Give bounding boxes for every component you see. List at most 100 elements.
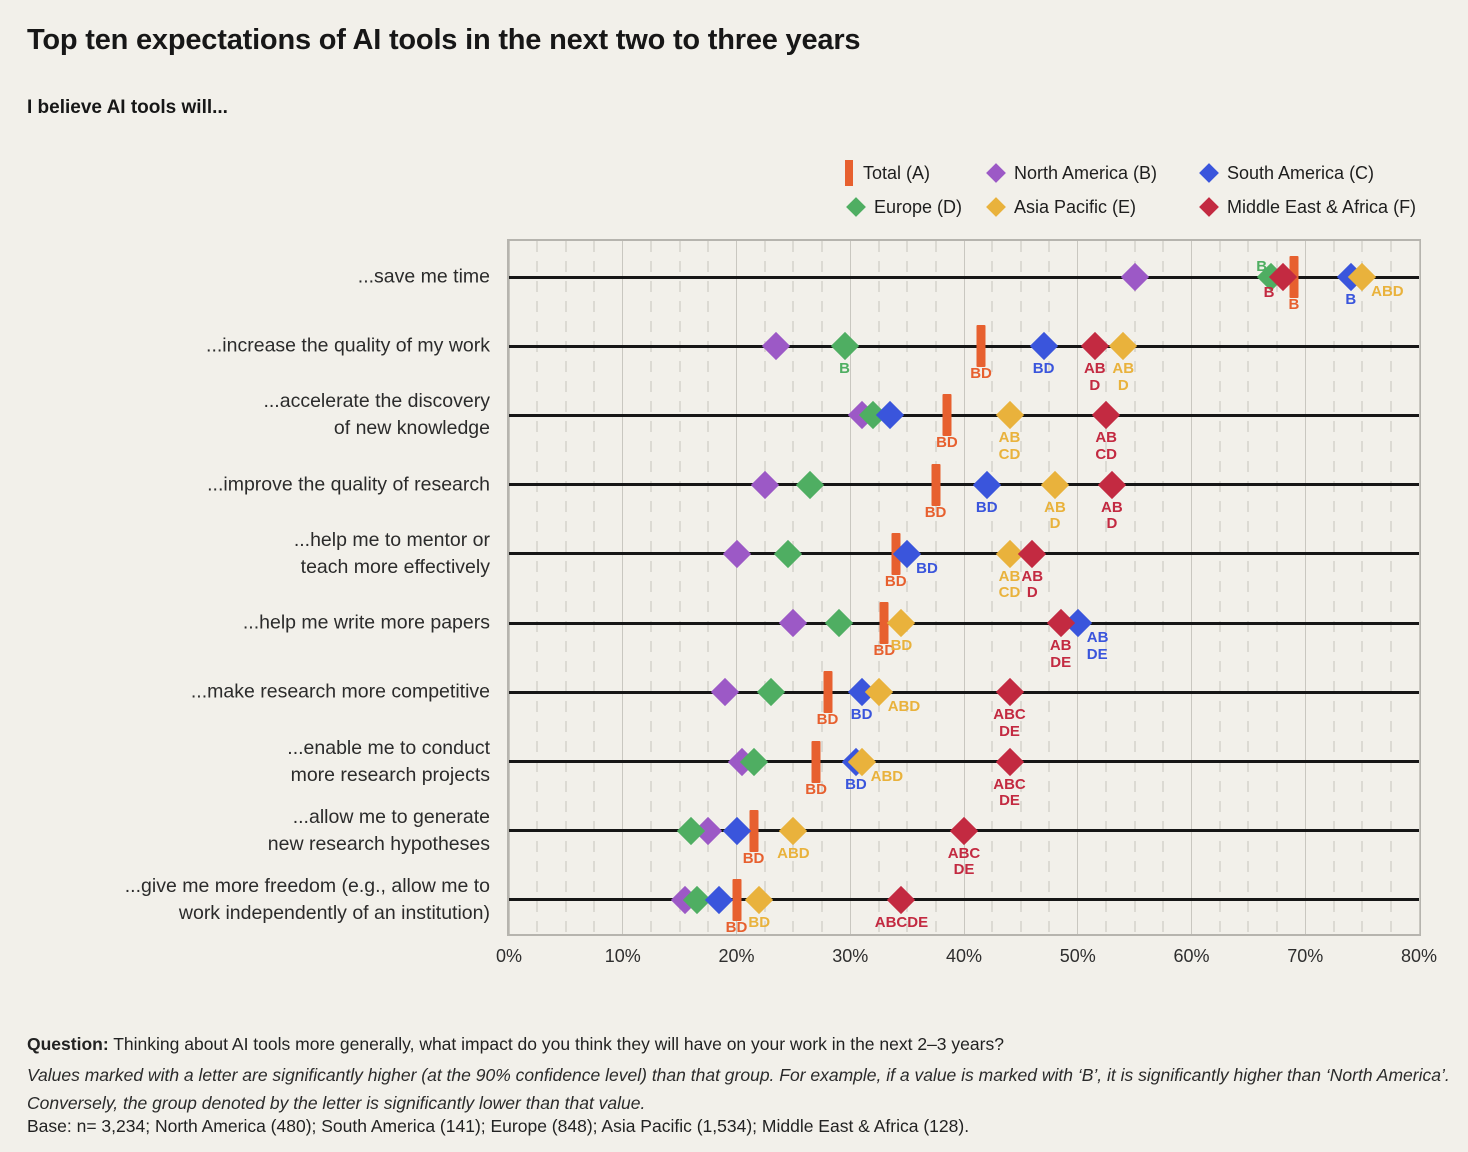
gridline-minor: [906, 241, 909, 934]
legend-label-total: Total (A): [863, 162, 931, 183]
question-body: Thinking about AI tools more generally, …: [108, 1034, 1004, 1054]
legend-item-europe: Europe (D): [845, 194, 985, 220]
gridline-minor: [650, 241, 653, 934]
row-axis-line: [509, 413, 1419, 417]
gridline-minor: [1218, 241, 1221, 934]
mea-significance-label: AB DE: [1049, 637, 1072, 671]
legend-item-asia-pacific: Asia Pacific (E): [985, 194, 1198, 220]
row-axis-line: [509, 690, 1419, 694]
total-significance-label: BD: [936, 434, 958, 452]
mea-significance-label: AB CD: [1095, 429, 1118, 463]
sa-marker: [705, 885, 734, 915]
gridline-minor: [707, 241, 710, 934]
gridline-minor: [1389, 241, 1392, 934]
total-significance-label: BD: [884, 572, 907, 590]
mea-significance-label: AB D: [1101, 498, 1123, 533]
gridline-minor: [564, 241, 567, 934]
legend: Total (A) North America (B) South Americ…: [845, 160, 1461, 220]
eu-marker: [773, 539, 802, 569]
row-axis-line: [509, 898, 1419, 902]
row-axis-line: [509, 483, 1419, 487]
mea-marker: [1018, 539, 1047, 569]
legend-label-middle-east-africa: Middle East & Africa (F): [1227, 196, 1417, 217]
sa-significance-label: BD: [975, 498, 998, 516]
gridline-minor: [678, 241, 681, 934]
na-marker: [1120, 262, 1149, 292]
ap-significance-label: AB CD: [998, 567, 1021, 602]
europe-diamond-legend-marker: [846, 197, 866, 217]
asia-pacific-diamond-legend-marker: [986, 197, 1006, 217]
category-labels: ...save me time ...increase the quality o…: [0, 241, 490, 934]
page-title: Top ten expectations of AI tools in the …: [27, 24, 861, 56]
question-text: Question: Thinking about AI tools more g…: [27, 1034, 1447, 1055]
legend-label-europe: Europe (D): [874, 196, 963, 217]
x-axis-tick-label: 60%: [1173, 946, 1210, 966]
mea-significance-label: B: [1263, 284, 1275, 301]
ap-significance-label: BD: [890, 637, 913, 655]
ap-significance-label: ABD: [887, 698, 921, 716]
gridline-minor: [536, 241, 539, 934]
x-axis-tick-label: 30%: [832, 946, 869, 966]
total-significance-label: BD: [742, 849, 765, 867]
chart-subtitle: I believe AI tools will...: [27, 97, 228, 118]
gridline-minor: [1162, 241, 1165, 934]
gridline-minor: [763, 241, 766, 934]
legend-label-asia-pacific: Asia Pacific (E): [1014, 196, 1137, 217]
mea-significance-label: AB D: [1021, 567, 1044, 602]
gridline-major: [508, 241, 510, 934]
gridline-major: [963, 241, 965, 934]
row-axis-line: [509, 760, 1419, 764]
north-america-diamond-legend-marker: [986, 163, 1006, 183]
x-axis-tick-label: 20%: [718, 946, 755, 966]
mea-significance-label: ABCDE: [874, 913, 929, 931]
x-axis: 0% 10% 20% 30% 40% 50% 60% 70% 80%: [496, 946, 1437, 972]
sa-significance-label: BD: [845, 775, 867, 793]
base-note: Base: n= 3,234; North America (480); Sou…: [27, 1116, 970, 1136]
gridline-major: [1304, 241, 1306, 934]
ap-significance-label: ABD: [1371, 283, 1404, 300]
category-label: ...make research more competitive: [190, 680, 490, 703]
mea-marker: [887, 885, 916, 915]
legend-label-south-america: South America (C): [1227, 162, 1375, 183]
row-axis-line: [509, 344, 1419, 348]
ap-marker: [779, 816, 808, 845]
south-america-diamond-legend-marker: [1199, 163, 1219, 183]
legend-item-north-america: North America (B): [985, 160, 1198, 186]
total-significance-label: BD: [873, 642, 896, 660]
na-marker: [722, 539, 751, 569]
middle-east-africa-diamond-legend-marker: [1199, 197, 1219, 217]
x-axis-tick-label: 50%: [1059, 946, 1096, 966]
gridline-major: [622, 241, 624, 934]
gridline-minor: [1361, 241, 1364, 934]
mea-significance-label: ABC DE: [947, 844, 981, 879]
mea-marker: [949, 816, 979, 845]
category-label: ...accelerate the discovery of new knowl…: [263, 390, 490, 440]
total-marker: [732, 878, 741, 921]
gridline-minor: [1247, 241, 1250, 934]
gridline-minor: [1048, 241, 1051, 934]
gridline-major: [736, 241, 737, 934]
gridline-minor: [1105, 241, 1108, 934]
row-axis-line: [509, 275, 1419, 279]
category-label: ...save me time: [357, 265, 490, 288]
gridline-minor: [934, 241, 937, 934]
category-label: ...help me write more papers: [242, 611, 490, 634]
sa-marker: [875, 401, 905, 430]
total-significance-label: BD: [816, 711, 839, 729]
mea-marker: [1046, 608, 1075, 638]
sa-significance-label: BD: [850, 706, 873, 724]
category-label: ...help me to mentor or teach more effec…: [293, 528, 490, 578]
gridline-minor: [1332, 241, 1335, 934]
sa-marker: [1029, 332, 1058, 361]
gridline-major: [849, 241, 851, 934]
row-axis-line: [509, 552, 1419, 556]
question-label: Question:: [27, 1034, 109, 1054]
gridline-major: [1077, 241, 1079, 934]
mea-significance-label: AB D: [1083, 360, 1106, 394]
total-significance-label: BD: [924, 503, 947, 521]
na-marker: [750, 470, 780, 499]
x-axis-tick-label: 0%: [495, 946, 523, 966]
legend-label-north-america: North America (B): [1014, 162, 1158, 183]
gridline-minor: [1019, 241, 1022, 934]
